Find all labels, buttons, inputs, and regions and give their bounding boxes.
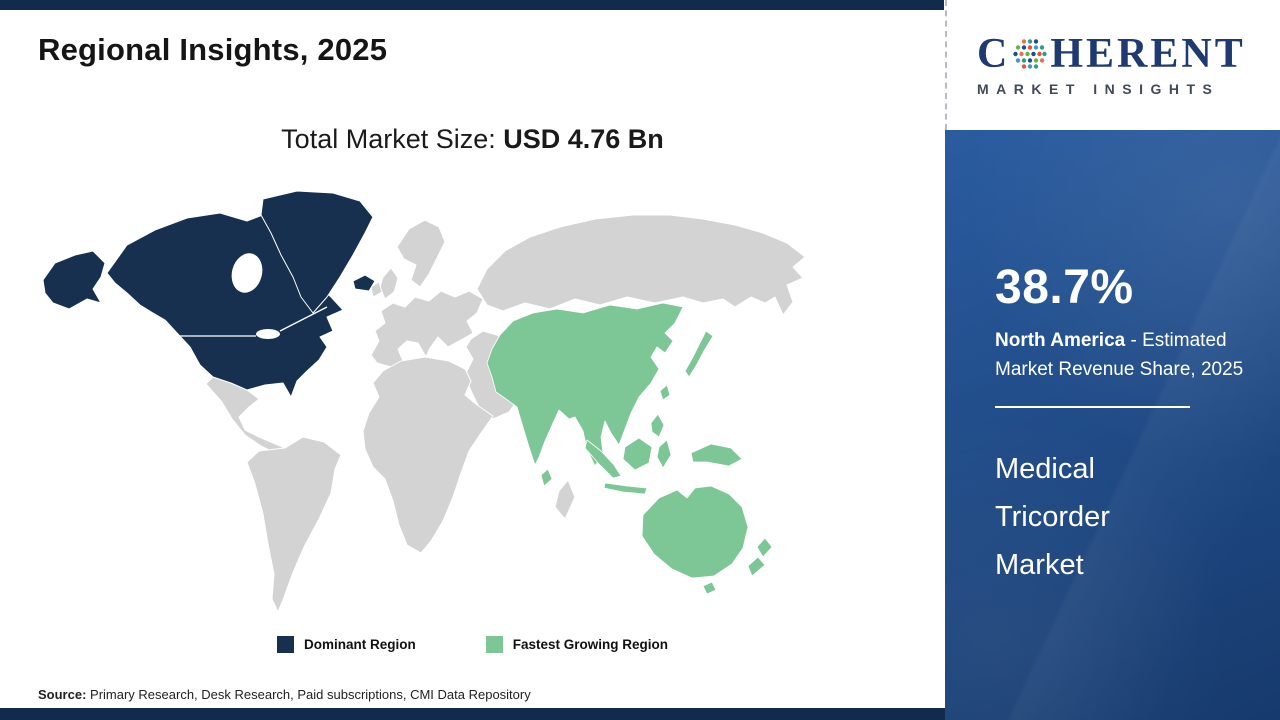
fastest-growing-region-label: Fastest Growing Region	[512, 637, 668, 652]
brand-wordmark: C HERENT	[977, 33, 1280, 75]
source-note: Source: Primary Research, Desk Research,…	[38, 687, 531, 702]
market-share-value: 38.7%	[995, 261, 1134, 314]
panel-divider	[995, 406, 1190, 408]
brand-letter-c: C	[977, 31, 1011, 77]
map-region-north-america	[42, 190, 376, 398]
dominant-region-label: Dominant Region	[303, 637, 416, 652]
brand-letters-rest: HERENT	[1050, 31, 1246, 77]
source-label: Source:	[38, 687, 87, 702]
top-accent-bar	[0, 0, 944, 10]
legend-item-fastest-growing: Fastest Growing Region	[485, 636, 668, 653]
highlight-panel: 38.7% North America - Estimated Market R…	[945, 130, 1280, 720]
world-map-container	[35, 180, 910, 620]
dominant-region-swatch	[276, 636, 294, 653]
brand-header: C HERENT MARKET INSIGHTS	[945, 0, 1280, 130]
page-title: Regional Insights, 2025	[38, 32, 388, 67]
market-share-description: North America - Estimated Market Revenue…	[995, 327, 1247, 384]
market-share-desc-text: - Estimated Market Revenue Share, 2025	[995, 330, 1244, 380]
market-name: Medical Tricorder Market	[995, 453, 1110, 581]
fastest-growing-region-swatch	[485, 636, 503, 653]
dotted-globe-icon	[1013, 39, 1048, 69]
map-legend: Dominant Region Fastest Growing Region	[0, 636, 945, 653]
legend-item-dominant: Dominant Region	[276, 636, 416, 653]
bottom-accent-bar	[0, 708, 945, 720]
brand-tagline: MARKET INSIGHTS	[977, 81, 1220, 97]
total-market-size: Total Market Size: USD 4.76 Bn	[0, 124, 945, 155]
total-market-size-label: Total Market Size:	[281, 124, 504, 154]
world-map	[42, 190, 806, 613]
market-share-region: North America	[995, 330, 1126, 351]
map-region-asia-pacific	[486, 302, 773, 595]
total-market-size-value: USD 4.76 Bn	[503, 124, 664, 154]
source-text: Primary Research, Desk Research, Paid su…	[86, 687, 531, 702]
map-water-overlays	[147, 253, 328, 339]
